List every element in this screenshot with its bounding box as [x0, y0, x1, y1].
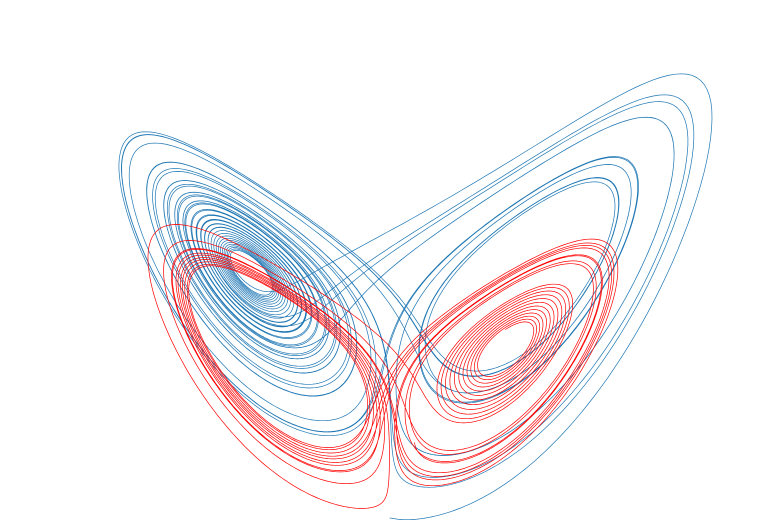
trajectory-line-2 — [147, 224, 619, 509]
series-layer — [118, 73, 713, 521]
trajectory-line-1 — [118, 73, 713, 521]
